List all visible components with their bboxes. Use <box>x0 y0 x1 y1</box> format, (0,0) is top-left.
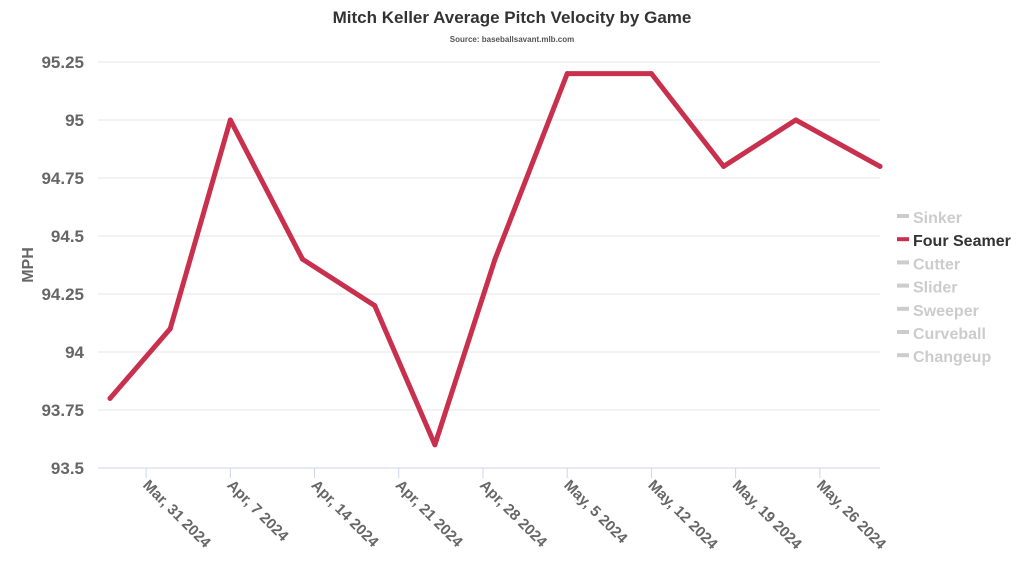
x-tick-label: Apr, 28 2024 <box>476 477 550 551</box>
legend-swatch <box>897 260 909 265</box>
x-tick-label: Apr, 7 2024 <box>224 477 293 546</box>
legend-label: Changeup <box>913 349 991 366</box>
legend-label: Cutter <box>913 256 960 273</box>
data-point <box>877 163 883 169</box>
y-tick-label: 94 <box>65 343 84 362</box>
legend-label: Four Seamer <box>913 233 1011 250</box>
y-axis-label: MPH <box>20 247 37 283</box>
data-point <box>564 71 570 77</box>
data-point <box>648 71 654 77</box>
legend-item-four-seamer[interactable]: Four Seamer <box>897 233 1011 250</box>
chart-title: Mitch Keller Average Pitch Velocity by G… <box>333 8 692 27</box>
y-tick-label: 95 <box>65 111 84 130</box>
legend-item-curveball[interactable]: Curveball <box>897 326 986 343</box>
gridlines <box>98 61 880 469</box>
y-tick-label: 93.5 <box>51 459 84 478</box>
x-tick-label: Mar, 31 2024 <box>139 477 214 552</box>
legend-item-cutter[interactable]: Cutter <box>897 256 960 273</box>
x-tick-label: Apr, 14 2024 <box>308 477 382 551</box>
y-tick-label: 94.75 <box>41 169 84 188</box>
series-line-four-seamer <box>107 71 883 448</box>
legend-swatch <box>897 237 909 242</box>
data-point <box>372 303 378 309</box>
data-point <box>300 256 306 262</box>
data-point <box>167 326 173 332</box>
series-lines <box>107 71 883 448</box>
legend-item-sweeper[interactable]: Sweeper <box>897 303 979 320</box>
x-tick-label: May, 19 2024 <box>729 477 806 554</box>
data-point <box>107 395 113 401</box>
y-tick-label: 94.5 <box>51 227 84 246</box>
chart-subtitle: Source: baseballsavant.mlb.com <box>450 35 575 44</box>
legend-item-sinker[interactable]: Sinker <box>897 210 962 227</box>
data-point <box>432 442 438 448</box>
legend-label: Slider <box>913 280 957 297</box>
legend-swatch <box>897 353 909 358</box>
legend: Sinker Four Seamer Cutter Slider Sweeper Curv… <box>897 210 1011 366</box>
data-point <box>793 117 799 123</box>
y-tick-label: 94.25 <box>41 285 84 304</box>
legend-label: Sweeper <box>913 303 979 320</box>
y-tick-label: 93.75 <box>41 401 84 420</box>
legend-swatch <box>897 214 909 218</box>
x-tick-label: May, 12 2024 <box>645 477 722 554</box>
x-tick-label: May, 5 2024 <box>560 477 631 548</box>
data-point <box>227 117 233 123</box>
legend-item-changeup[interactable]: Changeup <box>897 349 991 366</box>
data-point <box>492 256 498 262</box>
legend-swatch <box>897 283 909 288</box>
y-axis-ticks: 93.5 93.75 94 94.25 94.5 94.75 95 95.25 <box>41 53 84 478</box>
y-tick-label: 95.25 <box>41 53 84 72</box>
legend-label: Curveball <box>913 326 986 343</box>
x-tick-label: May, 26 2024 <box>813 477 890 554</box>
x-tick-label: Apr, 21 2024 <box>392 477 466 551</box>
data-point <box>721 163 727 169</box>
legend-swatch <box>897 330 909 334</box>
x-axis-ticks: Mar, 31 2024 Apr, 7 2024 Apr, 14 2024 Apr, … <box>139 468 890 554</box>
legend-label: Sinker <box>913 210 962 227</box>
legend-item-slider[interactable]: Slider <box>897 280 957 297</box>
legend-swatch <box>897 306 909 311</box>
